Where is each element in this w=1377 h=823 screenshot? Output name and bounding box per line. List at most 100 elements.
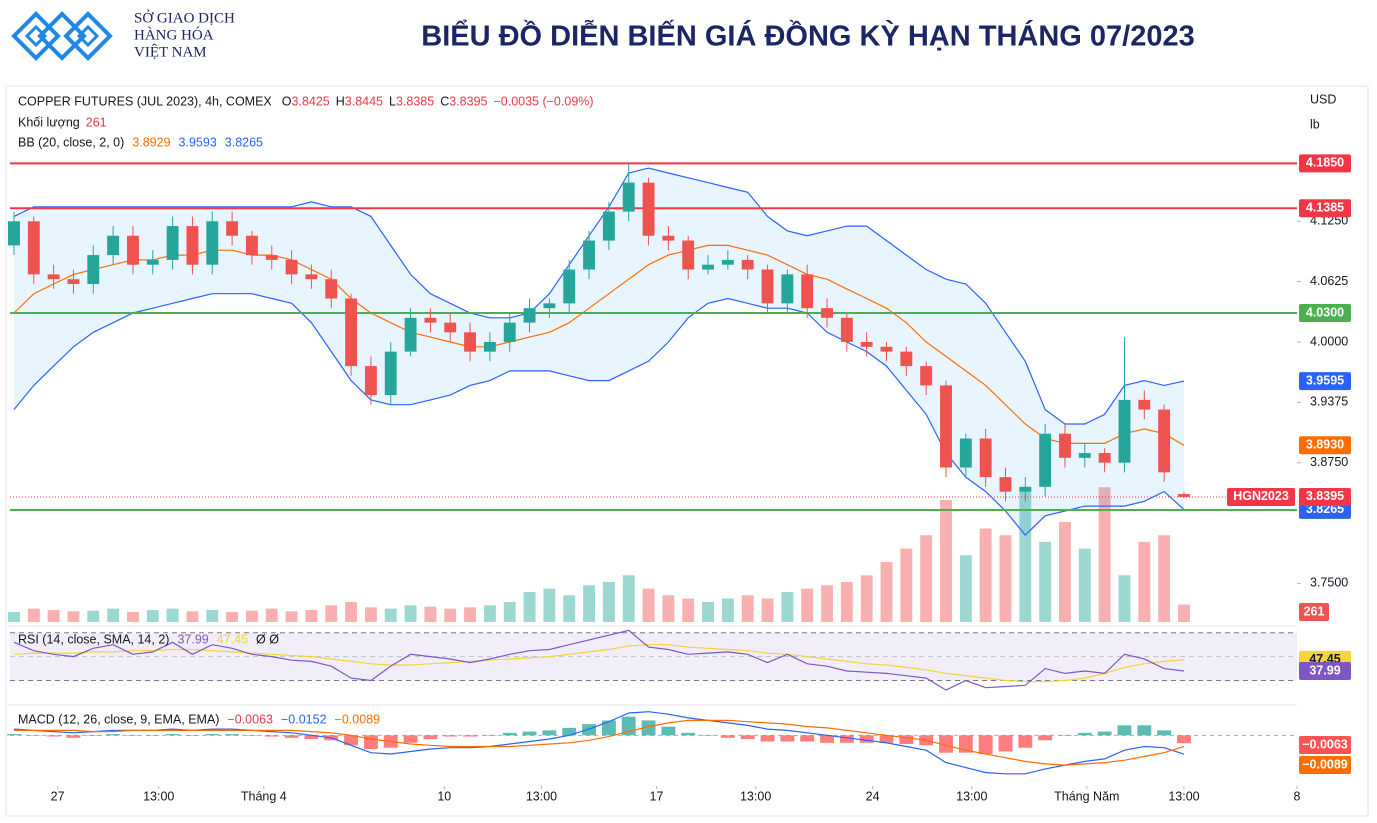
candle-body xyxy=(206,221,219,265)
x-tick-label: 24 xyxy=(866,789,880,803)
volume-bar xyxy=(206,609,219,622)
macd-histogram xyxy=(304,735,319,740)
candle-body xyxy=(761,269,774,304)
candle-body xyxy=(107,235,120,256)
legend-text: COPPER FUTURES (JUL 2023), 4h, COMEX xyxy=(18,94,272,108)
bb-fill xyxy=(13,168,1184,536)
volume-bar xyxy=(801,588,814,622)
x-tick-label: 17 xyxy=(650,789,664,803)
candle-body xyxy=(345,298,358,367)
price-badge-label: 3.8930 xyxy=(1306,438,1344,452)
volume-bar xyxy=(583,585,595,622)
candle-body xyxy=(1138,399,1151,410)
price-badge xyxy=(1299,372,1351,391)
macd-histogram xyxy=(1077,732,1092,736)
x-tick-label: 13:00 xyxy=(143,789,174,803)
volume-bar xyxy=(146,609,159,622)
macd-histogram xyxy=(820,735,834,743)
candle-body xyxy=(543,303,556,309)
volume-bar xyxy=(364,607,377,622)
rsi-band xyxy=(10,632,1297,681)
legend-text: 3.8929 xyxy=(132,135,170,149)
y-tick-label: 3.7500 xyxy=(1310,576,1348,590)
volume-bar xyxy=(959,555,972,622)
macd-histogram xyxy=(859,735,874,743)
macd-histogram xyxy=(780,735,795,742)
macd-histogram xyxy=(1097,731,1112,736)
candle-body xyxy=(979,438,992,478)
macd-histogram xyxy=(443,735,458,737)
macd-histogram xyxy=(86,735,101,736)
candle-body xyxy=(127,235,139,265)
macd-histogram xyxy=(1018,735,1033,748)
candle-body xyxy=(781,274,794,304)
macd-histogram xyxy=(502,732,517,736)
price-badge-label: 261 xyxy=(1304,604,1325,618)
volume-bar xyxy=(166,608,179,622)
candle-body xyxy=(444,322,457,333)
macd-histogram xyxy=(601,720,616,736)
volume-bar xyxy=(563,595,576,622)
macd-histogram xyxy=(522,731,537,736)
signal-line xyxy=(14,719,1185,766)
price-badge-label: 37.99 xyxy=(1309,663,1340,677)
macd-histogram xyxy=(165,734,180,736)
volume-bar xyxy=(47,609,60,622)
candle-body xyxy=(285,259,298,275)
legend-text: MACD (12, 26, close, 9, EMA, EMA) xyxy=(18,712,219,726)
legend-text: 3.8425 xyxy=(292,94,330,108)
candle-body xyxy=(801,274,814,309)
volume-bar xyxy=(1178,604,1190,622)
macd-histogram xyxy=(899,735,914,745)
volume-bar xyxy=(325,605,338,622)
price-badge-label: HGN2023 xyxy=(1233,489,1289,503)
volume-bar xyxy=(940,499,952,622)
candle-body xyxy=(146,259,159,265)
legend-text: 37.99 xyxy=(177,632,208,646)
volume-bar xyxy=(761,598,774,622)
volume-bar xyxy=(1039,541,1052,622)
volume-bar xyxy=(1158,535,1171,622)
legend-text: −0.0035 (−0.09%) xyxy=(493,94,593,108)
macd-histogram xyxy=(225,734,240,736)
candle-body xyxy=(226,221,239,236)
macd-histogram xyxy=(978,735,993,754)
volume-bar xyxy=(880,561,893,622)
legend-text: 3.9593 xyxy=(179,135,217,149)
candle-body xyxy=(424,317,437,323)
legend-text: 261 xyxy=(86,115,107,129)
candle-body xyxy=(67,279,80,285)
candle-body xyxy=(523,308,536,323)
rsi-line xyxy=(13,629,1185,691)
candle-body xyxy=(47,274,60,280)
legend-text: −0.0063 xyxy=(227,712,273,726)
price-badge-label: −0.0089 xyxy=(1302,757,1348,771)
volume-bar xyxy=(444,608,457,622)
price-badge xyxy=(1299,154,1351,173)
legend-text: 3.8445 xyxy=(345,94,383,108)
macd-histogram xyxy=(958,735,973,753)
volume-bar xyxy=(642,588,655,622)
volume-bar xyxy=(1078,548,1091,622)
macd-histogram xyxy=(939,735,953,753)
legend-text: −0.0089 xyxy=(335,712,381,726)
price-badge xyxy=(1299,661,1351,680)
x-tick-label: 10 xyxy=(437,789,451,803)
volume-bar xyxy=(265,608,278,622)
volume-bar xyxy=(27,608,40,622)
volume-bar xyxy=(503,601,516,622)
macd-histogram xyxy=(126,735,140,736)
macd-histogram xyxy=(1038,735,1053,741)
x-tick-label: 13:00 xyxy=(740,789,771,803)
volume-bar xyxy=(682,598,695,622)
volume-bar xyxy=(384,608,397,622)
y-tick-label: 3.9375 xyxy=(1310,395,1348,409)
volume-bar xyxy=(107,608,120,622)
volume-bar xyxy=(186,611,199,622)
candle-body xyxy=(840,317,853,342)
macd-histogram xyxy=(344,735,359,746)
volume-bar xyxy=(1059,521,1071,622)
candle-body xyxy=(940,385,952,468)
macd-histogram xyxy=(145,735,160,736)
macd-histogram xyxy=(106,734,121,736)
